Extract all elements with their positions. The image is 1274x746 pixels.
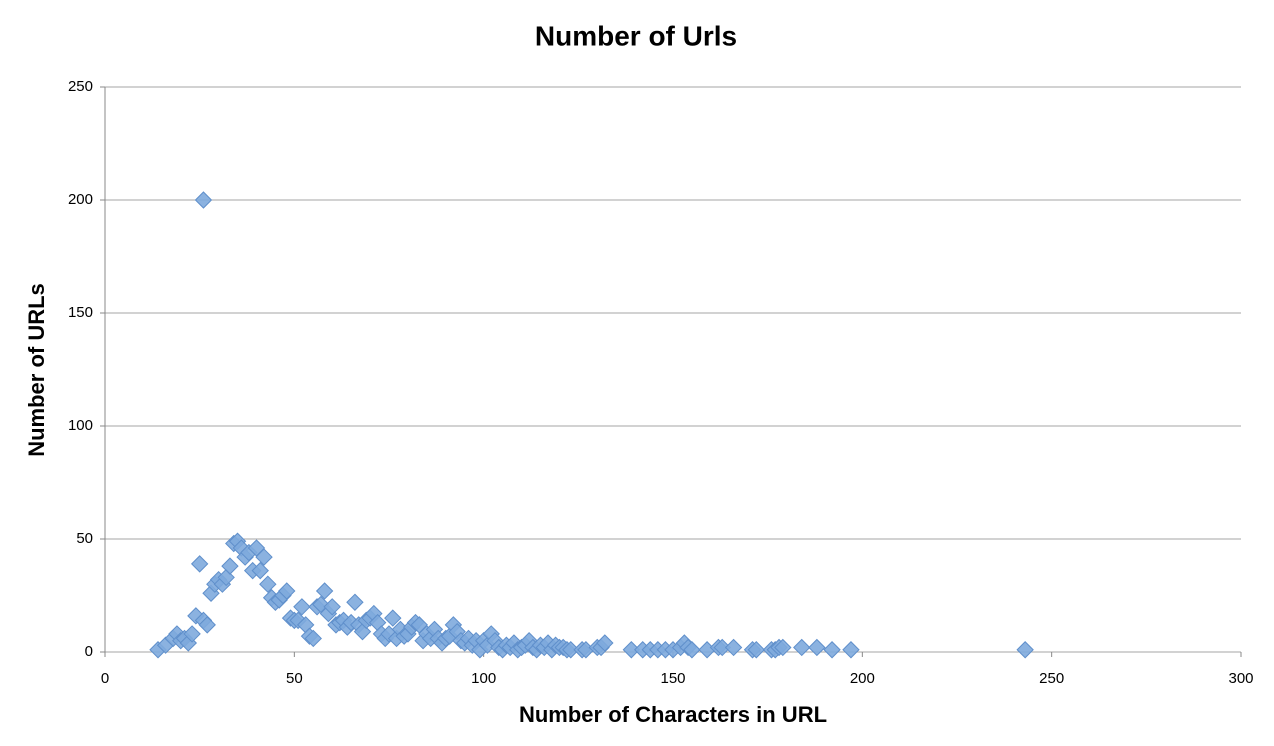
y-tick-label: 100 (68, 417, 93, 434)
point (793, 638, 811, 657)
point (304, 629, 322, 648)
point (596, 634, 614, 652)
x-axis-title: Number of Characters in URL (519, 702, 827, 727)
y-tick-label: 150 (68, 304, 93, 321)
point (293, 598, 311, 616)
point (323, 598, 341, 616)
x-tick-label: 150 (660, 670, 685, 687)
point (774, 638, 792, 657)
point (747, 641, 766, 659)
point (190, 555, 209, 573)
y-tick-label: 0 (85, 643, 93, 660)
x-tick-label: 100 (471, 670, 496, 687)
point (315, 582, 334, 600)
point (1016, 641, 1034, 659)
point (808, 638, 826, 657)
x-tick-label: 250 (1039, 670, 1064, 687)
point (724, 638, 743, 657)
point (183, 625, 201, 643)
point (278, 582, 296, 600)
point (384, 609, 402, 627)
x-tick-label: 300 (1228, 670, 1253, 687)
x-tick-label: 50 (286, 670, 303, 687)
point (823, 641, 841, 659)
chart-title: Number of Urls (535, 20, 737, 51)
point (259, 575, 277, 593)
x-tick-label: 200 (850, 670, 875, 687)
y-tick-label: 50 (76, 530, 93, 547)
point (221, 557, 239, 575)
y-axis-title: Number of URLs (24, 283, 49, 457)
point (346, 593, 364, 611)
point (683, 641, 701, 659)
point (842, 641, 860, 659)
y-tick-label: 250 (68, 78, 93, 95)
y-tick-label: 200 (68, 191, 93, 208)
point (251, 561, 269, 580)
point (194, 191, 213, 209)
point (255, 548, 273, 566)
x-tick-label: 0 (101, 670, 109, 687)
point (198, 616, 216, 634)
